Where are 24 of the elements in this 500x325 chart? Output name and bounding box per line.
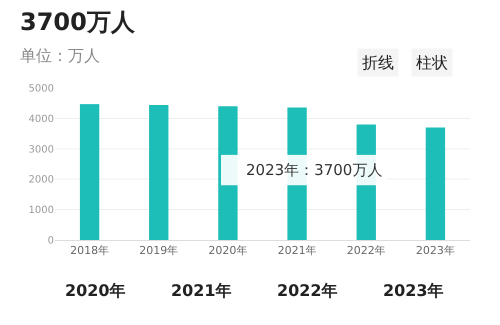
x-tick-label: 2019年 <box>139 244 178 258</box>
y-tick-label: 1000 <box>28 205 54 216</box>
chart-subtitle: 单位：万人 <box>20 46 100 65</box>
x-tick-label: 2020年 <box>208 244 248 258</box>
x-tick-label: 2023年 <box>416 244 455 258</box>
y-tick-label: 2000 <box>28 174 54 186</box>
x-tick-label: 2022年 <box>346 244 386 258</box>
text: 折线 <box>362 53 394 72</box>
annotation: 2023年：3700万人 <box>246 161 382 179</box>
bar <box>149 105 168 240</box>
text: 2021年 <box>171 281 232 300</box>
bar <box>80 104 100 240</box>
x-tick-label: 2018年 <box>70 244 110 258</box>
text: 柱状 <box>416 53 448 72</box>
text: 2020年 <box>65 281 126 300</box>
text: 2023年 <box>383 281 444 300</box>
chart-title: 3700万人 <box>20 8 136 36</box>
bar <box>426 128 446 240</box>
y-tick-label: 4000 <box>28 114 54 125</box>
y-tick-label: 3000 <box>28 144 54 156</box>
x-tick-label: 2021年 <box>278 244 317 258</box>
text: 2022年 <box>277 281 338 300</box>
y-tick-label: 0 <box>48 236 54 246</box>
y-tick-label: 5000 <box>28 84 54 94</box>
